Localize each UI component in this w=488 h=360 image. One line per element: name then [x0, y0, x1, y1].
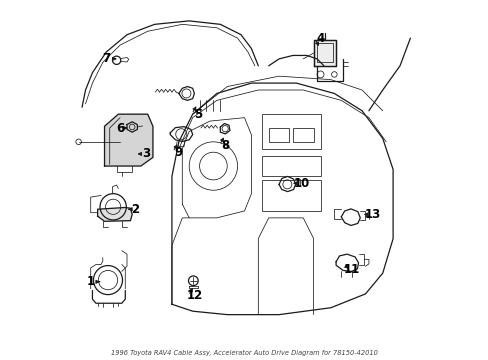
Text: 10: 10 — [293, 177, 309, 190]
Text: 6: 6 — [116, 122, 124, 135]
Polygon shape — [104, 114, 153, 166]
Bar — [292, 128, 313, 142]
Bar — [268, 128, 289, 142]
Text: 5: 5 — [193, 108, 202, 121]
Text: 3: 3 — [142, 148, 150, 161]
Text: 2: 2 — [131, 203, 140, 216]
Polygon shape — [313, 40, 335, 66]
Bar — [316, 43, 332, 62]
Polygon shape — [98, 207, 132, 221]
Text: 7: 7 — [102, 53, 110, 66]
Bar — [313, 40, 335, 66]
Text: 12: 12 — [186, 289, 202, 302]
Text: 1: 1 — [86, 275, 95, 288]
Text: 1996 Toyota RAV4 Cable Assy, Accelerator Auto Drive Diagram for 78150-42010: 1996 Toyota RAV4 Cable Assy, Accelerator… — [111, 350, 377, 356]
Text: 11: 11 — [343, 263, 359, 276]
Bar — [261, 180, 320, 211]
Text: 13: 13 — [364, 208, 380, 221]
Text: 9: 9 — [174, 146, 183, 159]
Text: 4: 4 — [316, 32, 324, 45]
Text: 8: 8 — [221, 139, 229, 152]
Bar — [261, 114, 320, 149]
Bar — [261, 156, 320, 176]
